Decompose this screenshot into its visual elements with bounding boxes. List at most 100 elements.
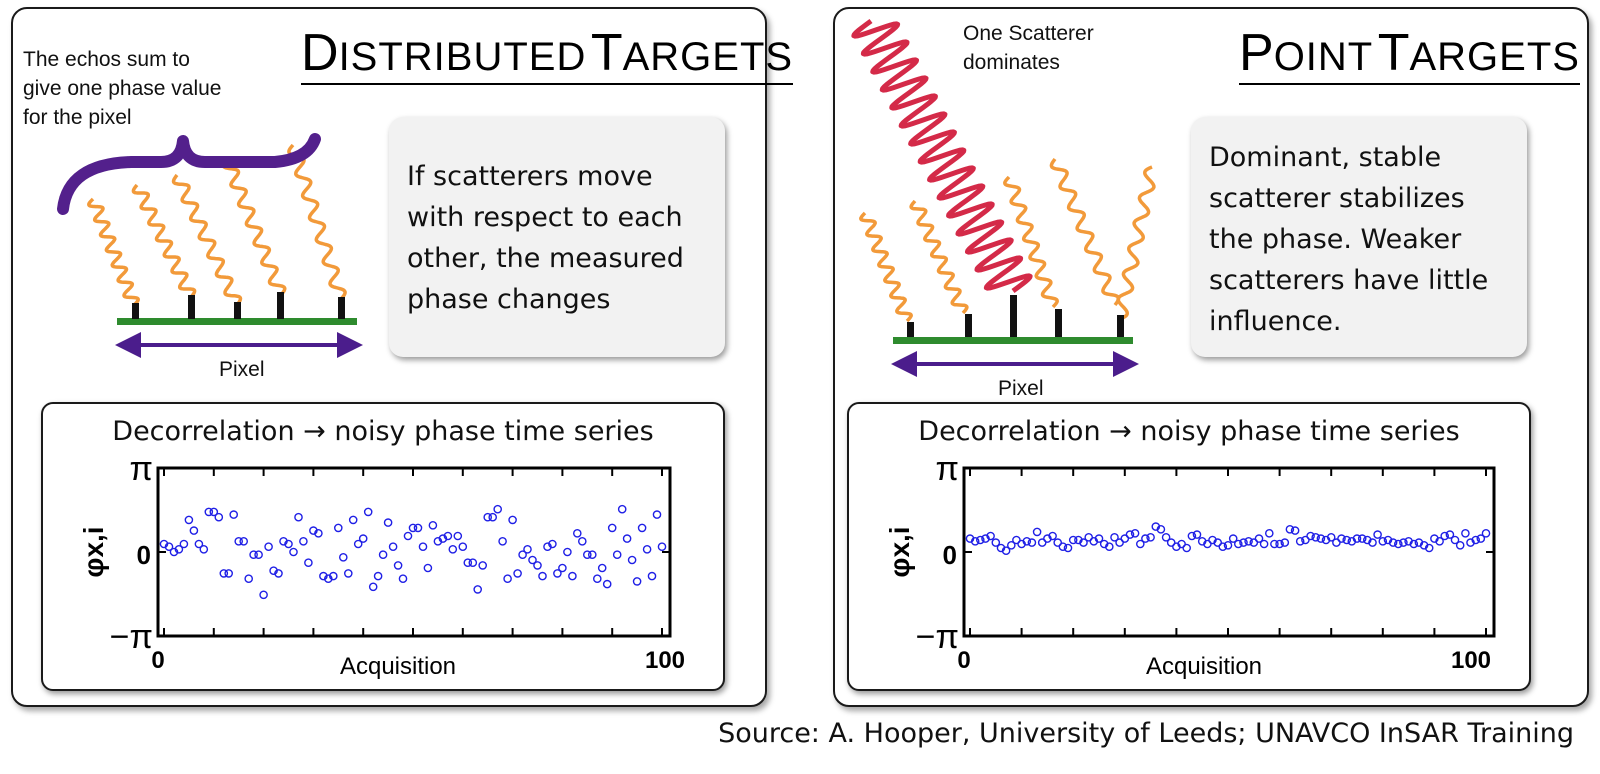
x-tick-label-100: 100 [645, 647, 685, 674]
phase-point [488, 512, 498, 522]
phase-point [1130, 529, 1140, 538]
phase-point [1213, 538, 1223, 547]
phase-point [408, 523, 418, 533]
phase-point [1440, 531, 1450, 541]
phase-point [1068, 535, 1078, 545]
phase-point [1048, 531, 1057, 541]
phase-point [503, 574, 512, 583]
phase-point [1316, 534, 1326, 543]
phase-point [289, 547, 298, 557]
phase-point [219, 569, 229, 578]
phase-point [234, 536, 243, 546]
phase-point [1079, 538, 1088, 547]
phase-point [199, 544, 209, 554]
phase-point [174, 544, 184, 554]
point-targets-panel: POINT TARGETS One Scatterer dominates Pi… [833, 7, 1589, 707]
phase-point [1006, 540, 1016, 550]
phase-point [573, 529, 582, 538]
phase-point [448, 544, 458, 554]
phase-point [657, 542, 667, 551]
phase-point [528, 555, 537, 565]
phase-point [388, 542, 398, 551]
phase-point [319, 571, 328, 581]
phase-point [991, 538, 1001, 547]
phase-point [1275, 539, 1284, 549]
phase-point [1223, 540, 1233, 550]
pixel-label: Pixel [219, 358, 265, 381]
phase-point [1156, 525, 1166, 534]
y-axis-label: φx,i [884, 526, 915, 577]
phase-point [438, 534, 448, 543]
phase-point [602, 579, 612, 589]
phase-point [981, 534, 990, 543]
phase-point [338, 552, 348, 562]
phase-point [578, 536, 587, 546]
phase-point [224, 569, 233, 578]
phase-point [1481, 529, 1491, 538]
y-tick-label-neg-pi: −π [110, 618, 153, 656]
phase-point [1306, 531, 1315, 541]
phase-point [348, 515, 358, 525]
phase-point [1135, 539, 1145, 549]
phase-point [239, 536, 248, 546]
phase-point [647, 571, 657, 581]
distributed-targets-title: DISTRIBUTED TARGETS [301, 27, 794, 85]
pixel-label: Pixel [998, 377, 1044, 400]
phase-point [353, 539, 363, 549]
phase-point [204, 507, 214, 517]
phase-point [558, 563, 567, 573]
phase-point [1104, 542, 1114, 551]
phase-point [538, 571, 547, 581]
sum-brace [57, 133, 321, 215]
phase-point [1357, 534, 1367, 543]
x-axis-label: Acquisition [1146, 653, 1262, 680]
y-tick-label-pi: π [936, 450, 959, 488]
phase-point [553, 569, 562, 578]
phase-point [1476, 534, 1486, 543]
phase-point [1249, 538, 1259, 547]
y-axis-label: φx,i [78, 526, 109, 577]
phase-point [1141, 534, 1150, 543]
phase-point [1409, 539, 1419, 549]
phase-point [617, 504, 627, 514]
scatterer-post [338, 297, 345, 319]
y-tick-label-pi: π [130, 450, 153, 488]
phase-point [304, 558, 313, 567]
scatterer-post [188, 295, 195, 319]
phase-point [473, 585, 483, 594]
echo-wave [1116, 165, 1156, 321]
phase-point [1342, 535, 1352, 545]
phase-point [1435, 536, 1444, 546]
phase-point [508, 515, 517, 525]
phase-point [1125, 530, 1135, 539]
phase-point [423, 563, 433, 573]
phase-point [1394, 539, 1403, 549]
echo-wave [87, 197, 140, 307]
phase-point [513, 569, 522, 578]
phase-point [1228, 534, 1238, 543]
distributed-phase-scatter-chart: π 0 −π 0 100 Acquisition φx,i [78, 450, 685, 680]
phase-point [1399, 538, 1408, 547]
echo-wave [287, 143, 347, 301]
phase-point [1373, 530, 1382, 539]
phase-point [1146, 532, 1155, 542]
phase-point [468, 558, 478, 567]
phase-point [498, 536, 507, 546]
phase-point [1270, 539, 1279, 549]
phase-point [568, 571, 577, 581]
phase-point [523, 544, 532, 554]
phase-point [622, 534, 632, 543]
ground-line [117, 318, 357, 325]
phase-point [1455, 540, 1465, 550]
dominant-echo-wave [851, 18, 1033, 294]
phase-point [458, 542, 468, 551]
phase-point [1192, 530, 1202, 539]
phase-point [1001, 546, 1011, 555]
phase-point [642, 544, 652, 554]
phase-point [1311, 532, 1321, 542]
phase-point [314, 529, 323, 538]
phase-point [443, 531, 453, 541]
plot-frame [156, 466, 672, 638]
phase-point [478, 561, 488, 570]
phase-point [398, 574, 408, 583]
